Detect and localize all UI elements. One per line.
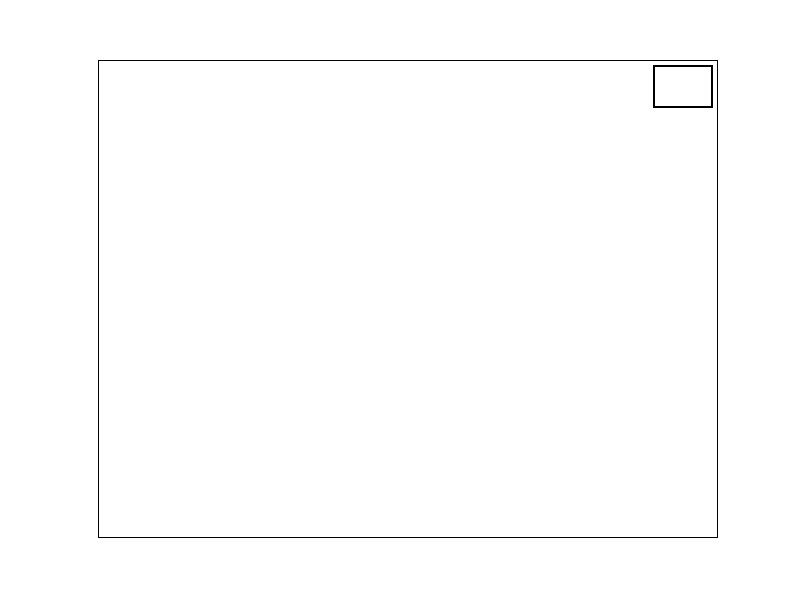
- tp-legend-swatch: [664, 73, 692, 83]
- plot-area: [98, 60, 718, 538]
- legend-item-tp: [664, 73, 702, 83]
- fp-legend-swatch: [664, 90, 692, 100]
- legend-item-fp: [664, 90, 702, 100]
- legend: [653, 65, 713, 108]
- y-axis-label-wrap: [16, 60, 42, 538]
